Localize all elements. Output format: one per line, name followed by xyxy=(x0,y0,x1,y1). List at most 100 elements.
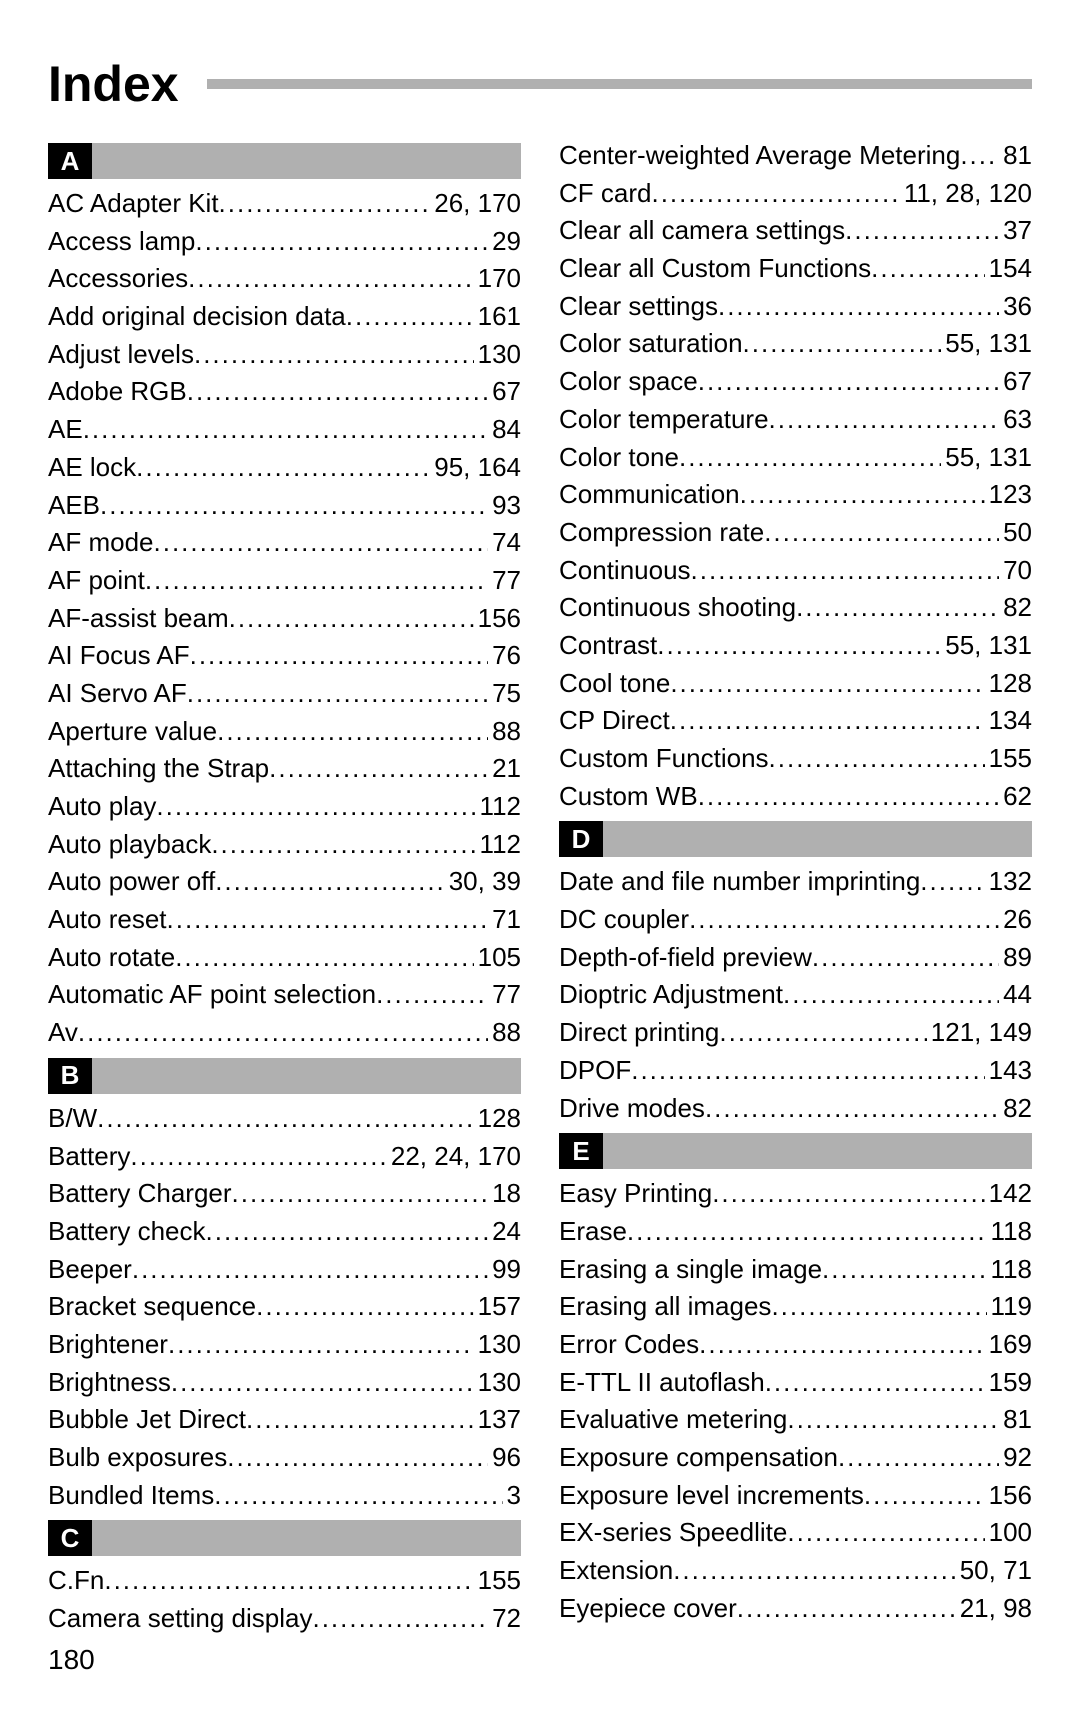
index-term: Clear all camera settings xyxy=(559,212,845,250)
leader-dots: ........................................… xyxy=(764,514,999,552)
index-entry: AF-assist beam..........................… xyxy=(48,600,521,638)
index-term: AF mode xyxy=(48,524,154,562)
index-entry: Battery check...........................… xyxy=(48,1213,521,1251)
letter-bar xyxy=(92,143,521,179)
index-entry: Brightness..............................… xyxy=(48,1364,521,1402)
index-entry: Adobe RGB...............................… xyxy=(48,373,521,411)
index-pages: 161 xyxy=(474,298,521,336)
index-term: Custom Functions xyxy=(559,740,769,778)
leader-dots: ........................................… xyxy=(187,373,488,411)
index-entry: Error Codes.............................… xyxy=(559,1326,1032,1364)
leader-dots: ........................................… xyxy=(960,137,999,175)
index-term: Extension xyxy=(559,1552,673,1590)
index-entry: Date and file number imprinting.........… xyxy=(559,863,1032,901)
leader-dots: ........................................… xyxy=(698,778,999,816)
index-term: Dioptric Adjustment xyxy=(559,976,783,1014)
leader-dots: ........................................… xyxy=(796,589,999,627)
index-term: Cool tone xyxy=(559,665,670,703)
leader-dots: ........................................… xyxy=(232,1175,489,1213)
index-pages: 130 xyxy=(474,336,521,374)
index-pages: 169 xyxy=(985,1326,1032,1364)
index-entry: Adjust levels...........................… xyxy=(48,336,521,374)
leader-dots: ........................................… xyxy=(211,826,475,864)
index-entry: Auto rotate.............................… xyxy=(48,939,521,977)
index-term: Exposure level increments xyxy=(559,1477,864,1515)
leader-dots: ........................................… xyxy=(670,702,985,740)
index-entry: AEB.....................................… xyxy=(48,487,521,525)
index-term: Drive modes xyxy=(559,1090,705,1128)
index-pages: 155 xyxy=(474,1562,521,1600)
index-pages: 128 xyxy=(474,1100,521,1138)
index-entry: Easy Printing...........................… xyxy=(559,1175,1032,1213)
index-entry: Battery.................................… xyxy=(48,1138,521,1176)
leader-dots: ........................................… xyxy=(246,1401,474,1439)
index-term: Auto rotate xyxy=(48,939,175,977)
leader-dots: ........................................… xyxy=(673,1552,956,1590)
leader-dots: ........................................… xyxy=(737,1590,956,1628)
index-columns: AAC Adapter Kit.........................… xyxy=(48,137,1032,1638)
index-entry: Auto reset..............................… xyxy=(48,901,521,939)
letter-bar xyxy=(603,821,1032,857)
index-term: Av xyxy=(48,1014,78,1052)
index-pages: 82 xyxy=(999,1090,1032,1128)
index-pages: 143 xyxy=(985,1052,1032,1090)
leader-dots: ........................................… xyxy=(718,288,999,326)
index-term: Attaching the Strap xyxy=(48,750,269,788)
leader-dots: ........................................… xyxy=(845,212,999,250)
index-pages: 44 xyxy=(999,976,1032,1014)
leader-dots: ........................................… xyxy=(156,788,475,826)
index-entry: Av......................................… xyxy=(48,1014,521,1052)
letter-bar xyxy=(92,1520,521,1556)
index-entry: Exposure compensation...................… xyxy=(559,1439,1032,1477)
index-pages: 134 xyxy=(985,702,1032,740)
leader-dots: ........................................… xyxy=(100,487,488,525)
index-entry: Bracket sequence........................… xyxy=(48,1288,521,1326)
index-pages: 137 xyxy=(474,1401,521,1439)
index-pages: 155 xyxy=(985,740,1032,778)
leader-dots: ........................................… xyxy=(214,1477,502,1515)
index-entry: AC Adapter Kit..........................… xyxy=(48,185,521,223)
index-entry: Access lamp.............................… xyxy=(48,223,521,261)
index-term: Bulb exposures xyxy=(48,1439,227,1477)
index-pages: 50 xyxy=(999,514,1032,552)
leader-dots: ........................................… xyxy=(219,185,431,223)
index-pages: 3 xyxy=(503,1477,521,1515)
index-entry: CP Direct...............................… xyxy=(559,702,1032,740)
index-term: Center-weighted Average Metering xyxy=(559,137,960,175)
index-pages: 77 xyxy=(488,562,521,600)
index-term: Add original decision data xyxy=(48,298,346,336)
letter-box: B xyxy=(48,1058,92,1094)
index-entry: Auto play...............................… xyxy=(48,788,521,826)
index-pages: 121, 149 xyxy=(927,1014,1032,1052)
index-term: Clear settings xyxy=(559,288,718,326)
leader-dots: ........................................… xyxy=(97,1100,474,1138)
index-term: Auto power off xyxy=(48,863,215,901)
index-entry: Clear all Custom Functions..............… xyxy=(559,250,1032,288)
index-pages: 21, 98 xyxy=(956,1590,1032,1628)
index-entry: Color saturation........................… xyxy=(559,325,1032,363)
index-pages: 71 xyxy=(488,901,521,939)
index-term: AE lock xyxy=(48,449,136,487)
index-term: AF-assist beam xyxy=(48,600,229,638)
index-entry: Eyepiece cover..........................… xyxy=(559,1590,1032,1628)
leader-dots: ........................................… xyxy=(765,1364,985,1402)
index-term: Evaluative metering xyxy=(559,1401,787,1439)
index-pages: 88 xyxy=(488,713,521,751)
index-term: Brightness xyxy=(48,1364,171,1402)
index-pages: 95, 164 xyxy=(430,449,521,487)
leader-dots: ........................................… xyxy=(771,1288,986,1326)
letter-header: E xyxy=(559,1133,1032,1169)
index-entry: Custom Functions........................… xyxy=(559,740,1032,778)
index-term: Error Codes xyxy=(559,1326,699,1364)
index-entry: AF point................................… xyxy=(48,562,521,600)
index-pages: 132 xyxy=(985,863,1032,901)
index-entry: Contrast................................… xyxy=(559,627,1032,665)
index-pages: 26, 170 xyxy=(430,185,521,223)
index-term: Auto play xyxy=(48,788,156,826)
leader-dots: ........................................… xyxy=(783,976,999,1014)
index-pages: 72 xyxy=(488,1600,521,1638)
index-term: Color tone xyxy=(559,439,679,477)
leader-dots: ........................................… xyxy=(217,713,488,751)
index-pages: 63 xyxy=(999,401,1032,439)
index-entry: Compression rate........................… xyxy=(559,514,1032,552)
